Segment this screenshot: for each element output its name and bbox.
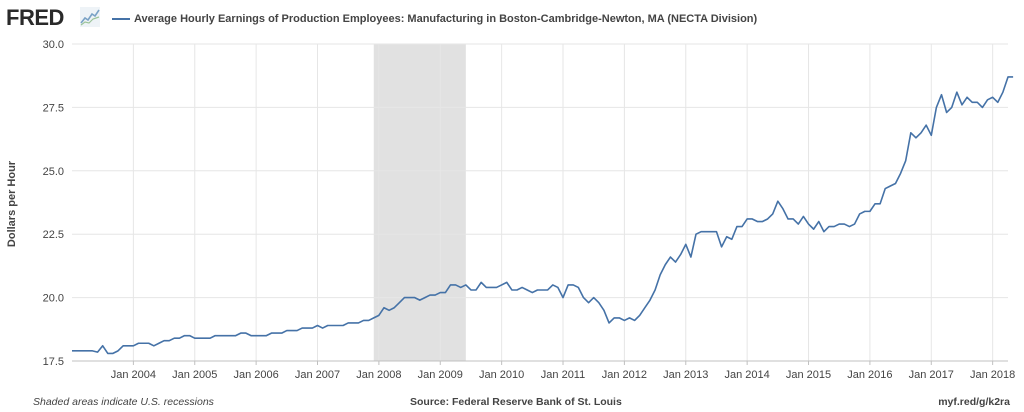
y-tick-label: 30.0: [43, 39, 64, 51]
short-url-link[interactable]: myf.red/g/k2ra: [938, 396, 1010, 408]
chart-header: FRED Average Hourly Earnings of Producti…: [0, 0, 1024, 36]
x-tick-label: Jan 2018: [970, 369, 1015, 381]
recession-note: Shaded areas indicate U.S. recessions: [33, 396, 214, 408]
x-tick-label: Jan 2010: [479, 369, 524, 381]
series-line-0: [72, 76, 1014, 355]
recession-band-0: [373, 44, 466, 361]
x-tick-label: Jan 2004: [111, 369, 156, 381]
x-tick-label: Jan 2005: [172, 369, 217, 381]
x-tick-label: Jan 2009: [418, 369, 463, 381]
fred-line-graph-icon: [80, 7, 100, 27]
y-tick-label: 22.5: [43, 229, 64, 241]
x-tick-label: Jan 2011: [541, 369, 585, 381]
y-tick-label: 27.5: [43, 102, 64, 114]
legend: Average Hourly Earnings of Production Em…: [112, 11, 757, 27]
x-tick-label: Jan 2014: [725, 369, 770, 381]
x-tick-label: Jan 2008: [356, 369, 401, 381]
x-tick-label: Jan 2017: [909, 369, 954, 381]
fred-logo[interactable]: FRED: [6, 5, 64, 30]
x-tick-label: Jan 2015: [786, 369, 831, 381]
x-tick-label: Jan 2007: [295, 369, 340, 381]
y-tick-label: 20.0: [43, 293, 64, 305]
source-note[interactable]: Source: Federal Reserve Bank of St. Loui…: [410, 396, 622, 408]
y-axis-label: Dollars per Hour: [6, 160, 18, 248]
legend-swatch: [112, 18, 130, 20]
x-tick-label: Jan 2013: [663, 369, 708, 381]
x-tick-label: Jan 2012: [602, 369, 647, 381]
y-tick-label: 25.0: [43, 166, 64, 178]
x-tick-label: Jan 2016: [847, 369, 892, 381]
x-tick-label: Jan 2006: [233, 369, 278, 381]
y-tick-label: 17.5: [43, 356, 64, 368]
legend-series-label[interactable]: Average Hourly Earnings of Production Em…: [134, 13, 758, 25]
